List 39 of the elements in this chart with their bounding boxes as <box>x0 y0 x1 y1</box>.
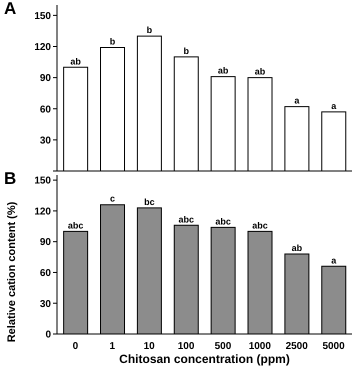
data-label: b <box>110 36 116 47</box>
x-axis-title: Chitosan concentration (ppm) <box>118 352 291 366</box>
y-tick-label: 120 <box>34 206 52 218</box>
y-tick-label: 90 <box>40 237 52 248</box>
y-tick-label: 0 <box>45 330 52 341</box>
data-label: a <box>331 100 338 111</box>
x-tick-label: 5000 <box>322 341 346 352</box>
x-tick-label: 1000 <box>248 341 272 352</box>
chart-title: A <box>4 0 16 18</box>
y-tick-label: 150 <box>34 10 52 22</box>
x-tick-label: 0 <box>72 341 79 352</box>
data-label: a <box>331 255 338 266</box>
y-tick-label: 60 <box>40 104 52 116</box>
x-tick-label: 1 <box>110 341 116 352</box>
y-axis-title: Relative cation content (%) <box>6 202 18 342</box>
y-tick-label: 90 <box>40 73 52 84</box>
data-label: abc <box>178 214 194 224</box>
chart-title: B <box>4 169 16 188</box>
data-label: b <box>146 25 153 36</box>
x-tick-label: 10 <box>144 341 156 352</box>
data-label: abc <box>252 220 268 230</box>
y-tick-label: 30 <box>40 298 52 310</box>
x-tick-label: 100 <box>178 341 195 352</box>
y-tick-label: 30 <box>40 135 52 146</box>
data-label: ab <box>292 242 303 253</box>
data-label: a <box>294 96 300 106</box>
data-label: bc <box>144 196 155 207</box>
data-label: ab <box>254 66 266 77</box>
data-label: b <box>184 46 190 56</box>
data-label: ab <box>70 56 82 66</box>
y-tick-label: 60 <box>40 268 52 279</box>
y-tick-label: 150 <box>34 176 52 187</box>
y-tick-label: 120 <box>34 42 52 54</box>
x-tick-label: 500 <box>214 341 232 352</box>
data-label: c <box>110 194 116 204</box>
data-label: abc <box>68 220 84 230</box>
data-label: ab <box>218 66 229 76</box>
x-tick-label: 2500 <box>286 341 308 352</box>
data-label: abc <box>215 216 231 226</box>
